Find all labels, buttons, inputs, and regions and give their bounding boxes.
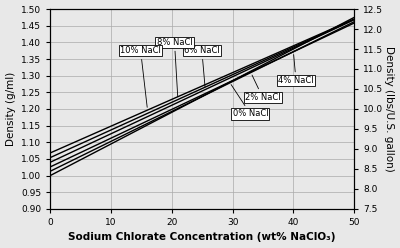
Text: 2% NaCl: 2% NaCl [245,75,280,102]
Y-axis label: Density (lbs/U.S. gallon): Density (lbs/U.S. gallon) [384,46,394,172]
Y-axis label: Density (g/ml): Density (g/ml) [6,72,16,146]
Text: 6% NaCl: 6% NaCl [184,46,220,87]
Text: 10% NaCl: 10% NaCl [120,46,161,107]
Text: 8% NaCl: 8% NaCl [157,38,192,97]
Text: 0% NaCl: 0% NaCl [231,85,268,119]
Text: 4% NaCl: 4% NaCl [278,55,314,85]
X-axis label: Sodium Chlorate Concentration (wt% NaClO₃): Sodium Chlorate Concentration (wt% NaClO… [68,232,336,243]
